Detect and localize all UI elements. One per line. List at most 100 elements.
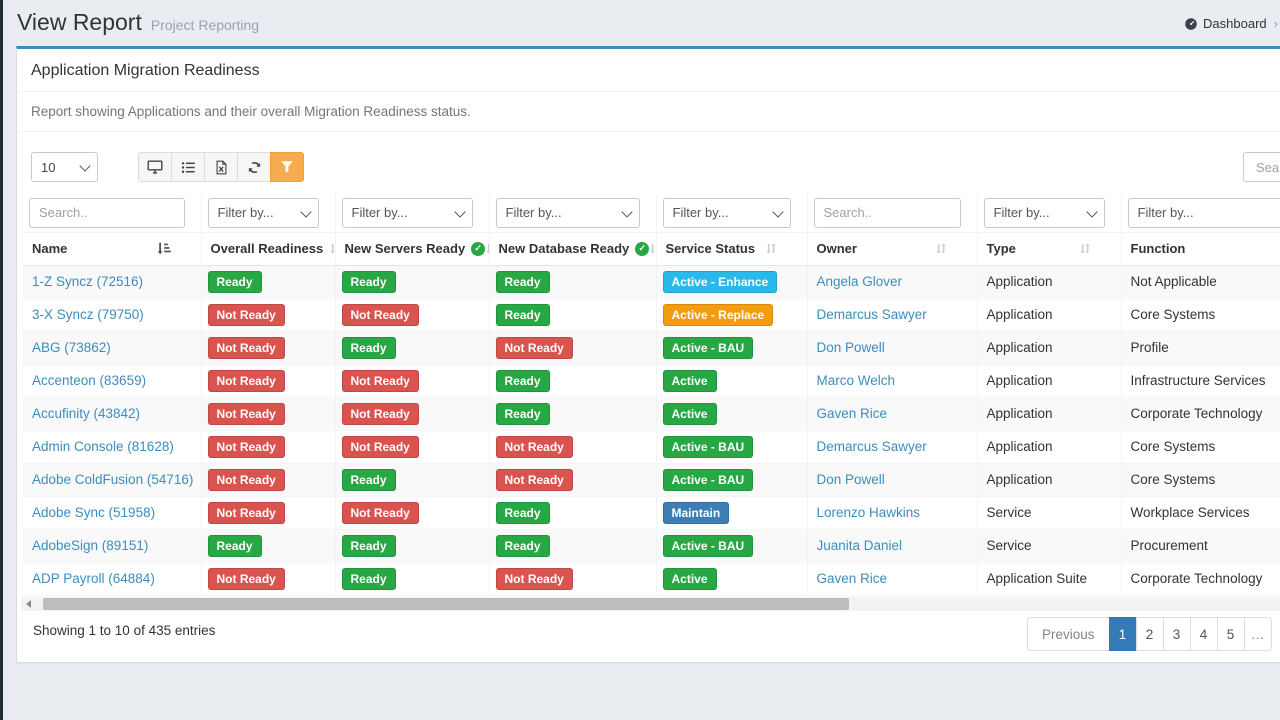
filter-select-service-status[interactable]: Filter by... — [662, 197, 791, 228]
function-value: Profile — [1130, 340, 1169, 355]
service-status-badge: Active — [662, 369, 717, 392]
column-label: New Database Ready — [498, 241, 630, 256]
filter-cell-overall-readiness: Filter by... — [201, 194, 336, 233]
filter-select-type[interactable]: Filter by... — [983, 197, 1105, 228]
column-label: Function — [1130, 241, 1186, 256]
breadcrumb-dashboard-link[interactable]: Dashboard — [1203, 16, 1267, 31]
list-columns-button[interactable] — [171, 152, 205, 182]
column-header-overall-readiness[interactable]: Overall Readiness — [201, 232, 336, 266]
page-link[interactable]: 2 — [1135, 617, 1164, 651]
pagination-previous[interactable]: Previous — [1027, 617, 1110, 651]
column-header-name[interactable]: Name — [23, 232, 202, 266]
overall-readiness-badge: Not Ready — [207, 501, 285, 524]
column-header-new-database-ready[interactable]: New Database Ready ✓ — [489, 232, 657, 266]
cell-status: Active - Enhance — [656, 265, 808, 299]
page-link[interactable]: 4 — [1189, 617, 1218, 651]
filter-select-function[interactable]: Filter by... — [1127, 197, 1280, 228]
filter-icon — [280, 160, 294, 174]
owner-link[interactable]: Demarcus Sawyer — [816, 307, 927, 322]
cell-database: Ready — [489, 397, 657, 431]
scrollbar-thumb[interactable] — [43, 598, 849, 610]
horizontal-scrollbar[interactable] — [21, 597, 1280, 611]
refresh-button[interactable] — [237, 152, 271, 182]
report-description: Report showing Applications and their ov… — [17, 92, 1280, 132]
owner-link[interactable]: Don Powell — [816, 472, 885, 487]
function-value: Core Systems — [1130, 439, 1216, 454]
application-name-link[interactable]: Adobe ColdFusion (54716) — [32, 472, 194, 487]
pagination-page-5[interactable]: 5 — [1216, 617, 1245, 651]
column-label: Owner — [816, 241, 857, 256]
table-row: Adobe ColdFusion (54716) Not Ready Ready No… — [23, 463, 1280, 497]
cell-type: Application — [977, 430, 1122, 464]
page-link[interactable]: 5 — [1216, 617, 1245, 651]
owner-link[interactable]: Marco Welch — [816, 373, 896, 388]
filter-search-owner[interactable] — [813, 197, 961, 228]
previous-link[interactable]: Previous — [1027, 617, 1110, 651]
application-name-link[interactable]: 1-Z Syncz (72516) — [32, 274, 144, 289]
owner-link[interactable]: Don Powell — [816, 340, 885, 355]
column-header-type[interactable]: Type — [977, 232, 1122, 266]
filter-search-name[interactable] — [29, 197, 185, 228]
cell-name: AdobeSign (89151) — [23, 529, 202, 563]
cell-status: Active - BAU — [656, 430, 808, 464]
cell-name: ADP Payroll (64884) — [23, 562, 202, 596]
table-row: 1-Z Syncz (72516) Ready Ready Ready Active -… — [23, 265, 1280, 299]
application-name-link[interactable]: Admin Console (81628) — [32, 439, 174, 454]
filter-select-new-servers-ready[interactable]: Filter by... — [341, 197, 473, 228]
owner-link[interactable]: Angela Glover — [816, 274, 903, 289]
cell-servers: Not Ready — [335, 397, 490, 431]
new-servers-ready-badge: Ready — [341, 270, 396, 293]
application-name-link[interactable]: 3-X Syncz (79750) — [32, 307, 144, 322]
cell-function: Not Applicable — [1121, 265, 1280, 299]
cell-status: Active - BAU — [656, 331, 808, 365]
check-circle-icon: ✓ — [635, 241, 650, 256]
owner-link[interactable]: Demarcus Sawyer — [816, 439, 927, 454]
cell-servers: Ready — [335, 562, 490, 596]
page-link[interactable]: 3 — [1162, 617, 1191, 651]
column-header-inner: Service Status — [663, 241, 801, 256]
function-value: Core Systems — [1130, 307, 1216, 322]
cell-overall: Not Ready — [201, 496, 336, 530]
application-name-link[interactable]: ADP Payroll (64884) — [32, 571, 155, 586]
overall-readiness-badge: Not Ready — [207, 567, 285, 590]
check-circle-icon: ✓ — [471, 241, 486, 256]
new-servers-ready-badge: Not Ready — [341, 501, 419, 524]
page-link[interactable]: 1 — [1108, 617, 1137, 651]
function-value: Infrastructure Services — [1130, 373, 1266, 388]
ellipsis-link[interactable]: … — [1243, 617, 1272, 651]
cell-owner: Demarcus Sawyer — [807, 298, 978, 332]
scroll-left-arrow[interactable] — [21, 597, 35, 611]
owner-link[interactable]: Gaven Rice — [816, 406, 888, 421]
application-name-link[interactable]: ABG (73862) — [32, 340, 111, 355]
pagination-page-3[interactable]: 3 — [1162, 617, 1191, 651]
column-header-function[interactable]: Function — [1121, 232, 1280, 266]
pagination-page-4[interactable]: 4 — [1189, 617, 1218, 651]
cell-type: Application — [977, 364, 1122, 398]
application-name-link[interactable]: AdobeSign (89151) — [32, 538, 149, 553]
desktop-button[interactable] — [138, 152, 172, 182]
page-size-select[interactable]: 10 — [31, 152, 98, 182]
application-name-link[interactable]: Accufinity (43842) — [32, 406, 141, 421]
pagination-page-2[interactable]: 2 — [1135, 617, 1164, 651]
cell-owner: Gaven Rice — [807, 397, 978, 431]
owner-link[interactable]: Lorenzo Hawkins — [816, 505, 921, 520]
owner-link[interactable]: Gaven Rice — [816, 571, 888, 586]
application-name-link[interactable]: Accenteon (83659) — [32, 373, 147, 388]
filter-button[interactable] — [270, 152, 304, 182]
new-servers-ready-badge: Not Ready — [341, 303, 419, 326]
column-header-owner[interactable]: Owner — [807, 232, 978, 266]
column-header-service-status[interactable]: Service Status — [656, 232, 808, 266]
filter-cell-function: Filter by... — [1121, 194, 1280, 233]
table-search-input[interactable] — [1243, 152, 1280, 182]
excel-export-button[interactable] — [204, 152, 238, 182]
pagination-page-1[interactable]: 1 — [1108, 617, 1137, 651]
type-value: Application Suite — [986, 571, 1088, 586]
pagination-ellipsis[interactable]: … — [1243, 617, 1272, 651]
filter-select-overall-readiness[interactable]: Filter by... — [207, 197, 319, 228]
filter-select-new-database-ready[interactable]: Filter by... — [495, 197, 640, 228]
application-name-link[interactable]: Adobe Sync (51958) — [32, 505, 156, 520]
cell-name: Adobe ColdFusion (54716) — [23, 463, 202, 497]
column-header-new-servers-ready[interactable]: New Servers Ready ✓ — [335, 232, 490, 266]
filter-select-wrap-type: Filter by... — [983, 197, 1105, 228]
owner-link[interactable]: Juanita Daniel — [816, 538, 903, 553]
